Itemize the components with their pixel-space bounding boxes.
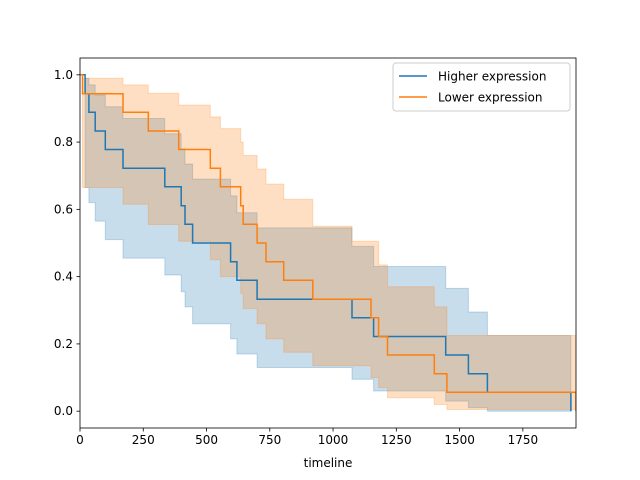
y-tick-label: 0.4 <box>54 270 73 284</box>
legend-label-higher-expression: Higher expression <box>438 70 546 84</box>
x-axis-label: timeline <box>304 456 353 470</box>
y-tick-label: 0.6 <box>54 202 73 216</box>
y-tick-label: 0.0 <box>54 404 73 418</box>
x-tick-label: 0 <box>76 433 84 447</box>
survival-curve-lower-expression <box>80 74 576 412</box>
legend-label-lower-expression: Lower expression <box>438 91 543 105</box>
x-tick-label: 1750 <box>508 433 539 447</box>
ci-band-lower-expression <box>80 74 576 412</box>
survival-curve-higher-expression <box>80 74 572 412</box>
y-tick-label: 0.2 <box>54 337 73 351</box>
confidence-bands <box>80 74 576 412</box>
legend-box <box>392 62 571 112</box>
legend: Higher expression Lower expression <box>392 62 571 112</box>
x-tick-label: 1250 <box>381 433 412 447</box>
x-tick-label: 1000 <box>318 433 349 447</box>
x-tick-label: 1500 <box>444 433 475 447</box>
x-tick-label: 750 <box>258 433 281 447</box>
x-tick-label: 500 <box>195 433 218 447</box>
survival-lines <box>80 74 576 412</box>
x-tick-label: 250 <box>132 433 155 447</box>
plot-frame <box>79 57 577 429</box>
y-tick-label: 0.8 <box>54 135 73 149</box>
axes: 0 250 500 750 1000 1250 1500 1750 0.0 0.2 0.4 0.6 0.… <box>54 57 577 447</box>
y-tick-label: 1.0 <box>54 68 73 82</box>
